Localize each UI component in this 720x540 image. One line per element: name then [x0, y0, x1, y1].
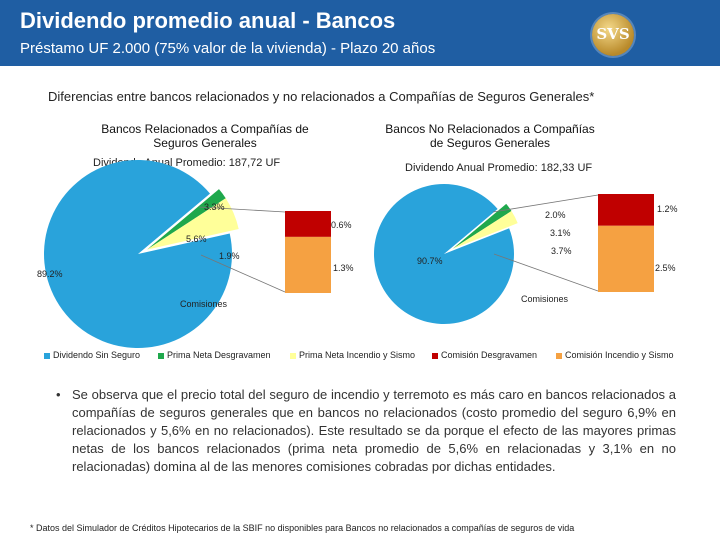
right-label-extra: 3.7%: [551, 246, 572, 256]
footnote: * Datos del Simulador de Créditos Hipote…: [30, 523, 575, 533]
legend-label-prima-desgravamen: Prima Neta Desgravamen: [167, 350, 271, 360]
right-bar-comision-desgravamen: [598, 194, 654, 226]
analysis-bullet: • Se observa que el precio total del seg…: [56, 386, 676, 476]
right-connector-bottom: [493, 253, 599, 292]
right-label-prima-desgravamen: 2.0%: [545, 210, 566, 220]
legend-label-dividendo: Dividendo Sin Seguro: [53, 350, 141, 360]
svs-logo-icon: SVS: [592, 14, 634, 56]
right-chart-title-line2: de Seguros Generales: [429, 136, 551, 150]
legend-swatch-dividendo: [44, 352, 50, 359]
left-label-extra: 3.3%: [204, 202, 225, 212]
left-connector-top: [198, 206, 286, 213]
legend-swatch-prima-desgravamen: [158, 352, 164, 359]
left-slice-dividendo: [43, 159, 232, 348]
right-connector-top: [492, 194, 599, 213]
legend-label-prima-incendio: Prima Neta Incendio y Sismo: [299, 350, 416, 360]
legend-item-prima-desgravamen: Prima Neta Desgravamen: [158, 350, 271, 360]
analysis-text: Se observa que el precio total del segur…: [72, 387, 676, 474]
left-chart-title-line2: Seguros Generales: [153, 136, 257, 150]
left-bar-comision-incendio: [285, 236, 331, 293]
right-label-comision-incendio: 2.5%: [655, 263, 676, 273]
right-slice-prima-incendio: [452, 211, 518, 249]
intro-text: Diferencias entre bancos relacionados y …: [48, 89, 595, 104]
left-label-prima-incendio: 5.6%: [186, 234, 207, 244]
right-label-dividendo: 90.7%: [417, 256, 443, 266]
legend-label-comision-incendio: Comisión Incendio y Sismo: [565, 350, 674, 360]
left-chart-title: Bancos Relacionados a Compañías de Segur…: [60, 122, 350, 150]
legend-swatch-comision-incendio: [556, 352, 562, 359]
left-label-prima-desgravamen: 1.9%: [219, 251, 240, 261]
left-pie: [43, 159, 239, 348]
legend-item-dividendo: Dividendo Sin Seguro: [44, 350, 140, 360]
left-chart-title-line1: Bancos Relacionados a Compañías de: [101, 122, 309, 136]
left-label-dividendo: 89.2%: [37, 269, 63, 279]
left-slice-prima-desgravamen: [146, 189, 226, 250]
right-chart-average: Dividendo Anual Promedio: 182,33 UF: [405, 162, 593, 174]
right-slice-prima-desgravamen: [452, 203, 512, 249]
legend-swatch-prima-incendio: [290, 352, 296, 359]
logo-text: SVS: [596, 25, 630, 43]
left-bar-comision-desgravamen: [285, 211, 331, 237]
right-pie: [374, 184, 518, 325]
right-chart-title: Bancos No Relacionados a Compañías de Se…: [345, 122, 635, 150]
left-label-comision-incendio: 1.3%: [333, 263, 354, 273]
bullet-mark: •: [56, 387, 61, 402]
right-label-comision-desgravamen: 1.2%: [657, 204, 678, 214]
legend-label-comision-desgravamen: Comisión Desgravamen: [441, 350, 538, 360]
legend-swatch-comision-desgravamen: [432, 352, 438, 359]
left-slice-prima-incendio: [146, 198, 239, 250]
right-chart-title-line1: Bancos No Relacionados a Compañías: [385, 122, 595, 136]
right-connector-lines: [492, 194, 599, 292]
right-label-prima-incendio: 3.1%: [550, 228, 571, 238]
page-subtitle: Préstamo UF 2.000 (75% valor de la vivie…: [20, 40, 436, 57]
legend-item-comision-incendio: Comisión Incendio y Sismo: [556, 350, 674, 360]
right-slice-dividendo: [374, 184, 515, 325]
left-label-comision-desgravamen: 0.6%: [331, 220, 352, 230]
right-annotation-comisiones: Comisiones: [521, 294, 569, 304]
page-title: Dividendo promedio anual - Bancos: [20, 8, 396, 33]
header-bar: Dividendo promedio anual - Bancos Présta…: [0, 0, 720, 66]
right-bar-comision-incendio: [598, 225, 654, 292]
left-connector-bottom: [200, 254, 286, 293]
left-annotation-comisiones: Comisiones: [180, 299, 228, 309]
left-connector-lines: [198, 206, 286, 293]
legend-item-comision-desgravamen: Comisión Desgravamen: [432, 350, 537, 360]
legend-item-prima-incendio: Prima Neta Incendio y Sismo: [290, 350, 415, 360]
